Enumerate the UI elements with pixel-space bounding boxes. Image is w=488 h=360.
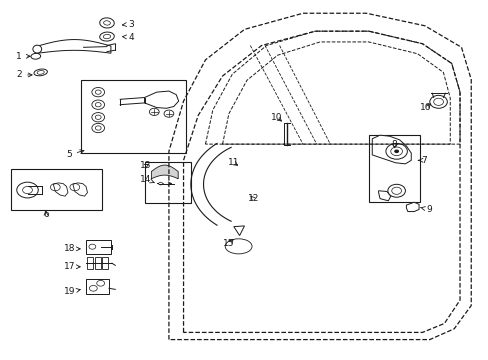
Bar (11, 169, 102, 211)
Text: 16: 16 (419, 103, 431, 112)
Text: 14: 14 (140, 175, 154, 184)
Ellipse shape (100, 32, 114, 41)
Polygon shape (371, 135, 410, 164)
Ellipse shape (34, 69, 47, 76)
Text: 5: 5 (66, 150, 84, 159)
Text: 3: 3 (122, 19, 134, 28)
Circle shape (17, 182, 38, 198)
Text: 6: 6 (43, 210, 49, 219)
Bar (86, 240, 111, 253)
Bar (87, 257, 93, 269)
Text: 1: 1 (16, 52, 30, 61)
Bar (144, 162, 190, 203)
Text: 8: 8 (391, 140, 397, 149)
Ellipse shape (33, 45, 41, 53)
Bar (102, 257, 108, 269)
Text: 13: 13 (140, 161, 151, 170)
Bar (368, 135, 419, 202)
Ellipse shape (31, 53, 41, 59)
Circle shape (393, 149, 398, 153)
Circle shape (429, 95, 447, 108)
Ellipse shape (100, 18, 114, 28)
Text: 11: 11 (227, 158, 239, 167)
Text: 18: 18 (64, 244, 80, 253)
Text: 7: 7 (417, 156, 426, 165)
Text: 2: 2 (17, 71, 32, 80)
Polygon shape (73, 183, 87, 196)
Text: 17: 17 (64, 262, 80, 271)
Bar (81, 80, 185, 153)
Text: 15: 15 (223, 239, 234, 248)
Polygon shape (53, 183, 68, 196)
Text: 19: 19 (64, 287, 80, 296)
Polygon shape (406, 202, 418, 212)
Text: 4: 4 (122, 33, 134, 42)
Text: 10: 10 (270, 113, 282, 122)
Text: 12: 12 (247, 194, 259, 203)
Polygon shape (378, 191, 390, 201)
Circle shape (387, 184, 405, 197)
Text: 9: 9 (420, 205, 431, 214)
Polygon shape (144, 91, 178, 108)
Polygon shape (233, 226, 244, 235)
Bar (95, 257, 101, 269)
Circle shape (385, 143, 407, 159)
Bar (86, 279, 109, 294)
